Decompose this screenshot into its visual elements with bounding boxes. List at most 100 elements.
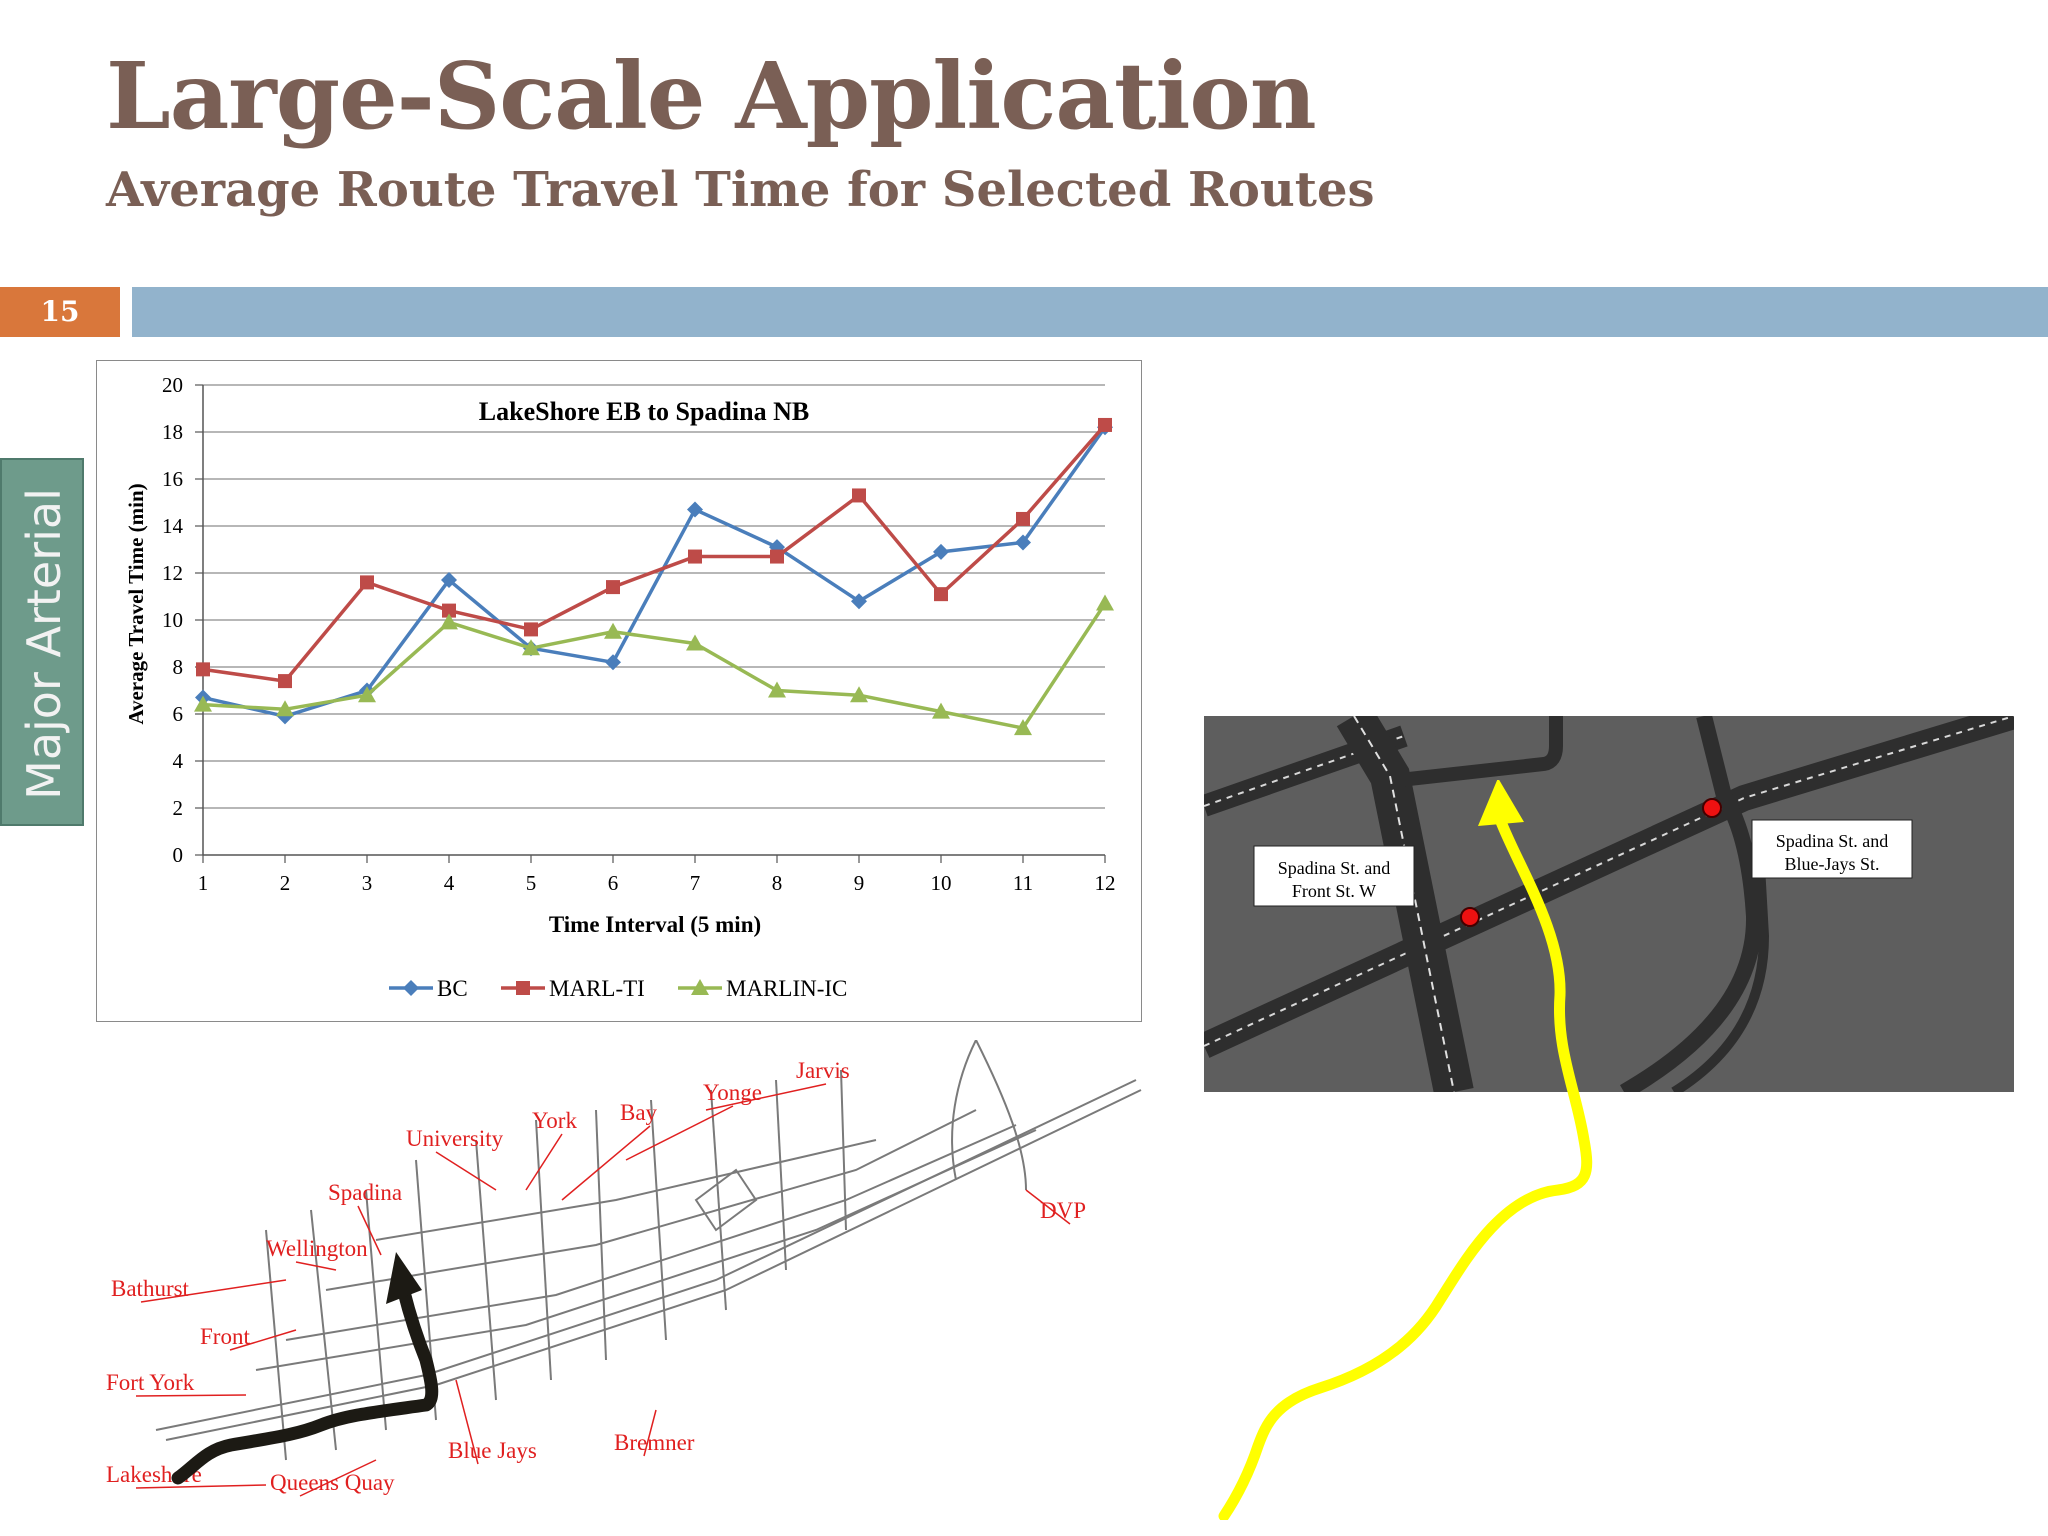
legend-label-marlin-ic: MARLIN-IC bbox=[726, 976, 847, 1001]
data-point-marl-ti bbox=[1098, 417, 1112, 432]
map-label-blue-jays: Blue Jays bbox=[448, 1438, 537, 1463]
data-point-marl-ti bbox=[196, 662, 210, 677]
y-tick-label: 2 bbox=[173, 796, 184, 820]
data-point-bc bbox=[769, 539, 785, 556]
data-point-marl-ti bbox=[852, 488, 866, 503]
map-road bbox=[375, 1139, 877, 1241]
chart-series bbox=[194, 417, 1114, 736]
legend-marker-bc bbox=[403, 980, 419, 996]
chart-frame: 0 2 4 6 8 10 12 14 16 18 20 1 2 3 4 5 6 7 8 9 10 11 12 LakeSho… bbox=[96, 360, 1142, 1022]
y-tick-label: 16 bbox=[162, 467, 183, 491]
map-road bbox=[775, 1079, 787, 1271]
data-point-marl-ti bbox=[770, 549, 784, 564]
map-label-york: York bbox=[532, 1108, 577, 1133]
map-road bbox=[650, 1099, 667, 1341]
map-road bbox=[255, 1129, 1037, 1371]
map-road bbox=[365, 1189, 387, 1431]
downtown-network-map: Jarvis Yonge Bay York University Spadina Welli… bbox=[106, 1040, 1142, 1497]
x-axis-label: Time Interval (5 min) bbox=[549, 912, 761, 937]
data-point-bc bbox=[851, 593, 867, 610]
y-tick-label: 4 bbox=[173, 749, 184, 773]
legend-marker-marlin-ic bbox=[691, 979, 709, 995]
route-arrow-yellow-layer bbox=[1218, 780, 1593, 1520]
map-label-pointer bbox=[455, 1379, 479, 1465]
y-tick-label: 0 bbox=[173, 843, 184, 867]
map-label-spadina: Spadina bbox=[328, 1180, 402, 1205]
chart-title: LakeShore EB to Spadina NB bbox=[479, 397, 809, 426]
data-point-marlin-ic bbox=[604, 622, 622, 639]
map-label-fort-york: Fort York bbox=[106, 1370, 195, 1395]
sim-label-front: Spadina St. and Front St. W bbox=[1253, 845, 1415, 907]
route-arrowhead-black bbox=[386, 1252, 422, 1304]
x-tick-label: 8 bbox=[772, 871, 783, 895]
data-point-marlin-ic bbox=[1014, 719, 1032, 736]
x-tick-label: 6 bbox=[608, 871, 619, 895]
data-point-bc bbox=[687, 501, 703, 518]
data-point-marl-ti bbox=[606, 580, 620, 595]
map-label-yonge: Yonge bbox=[703, 1080, 762, 1105]
sim-label-bluejays-line2: Blue-Jays St. bbox=[1784, 854, 1879, 874]
map-road bbox=[975, 1040, 1027, 1191]
sim-label-front-line2: Front St. W bbox=[1292, 881, 1376, 901]
y-tick-label: 10 bbox=[162, 608, 183, 632]
data-point-marl-ti bbox=[1016, 511, 1030, 526]
data-point-marlin-ic bbox=[686, 634, 704, 651]
x-tick-label: 11 bbox=[1013, 871, 1033, 895]
map-label-pointer bbox=[1025, 1189, 1071, 1225]
map-label-queens-quay: Queens Quay bbox=[270, 1470, 395, 1495]
series-line-marlin-ic bbox=[202, 602, 1107, 730]
sim-roads bbox=[1204, 716, 2014, 1092]
map-road bbox=[310, 1209, 337, 1451]
y-tick-label: 12 bbox=[162, 561, 183, 585]
map-road bbox=[840, 1069, 847, 1231]
side-label: Major Arterial bbox=[17, 488, 71, 800]
data-point-bc bbox=[933, 543, 949, 560]
map-road bbox=[325, 1109, 977, 1291]
map-label-wellington: Wellington bbox=[266, 1236, 368, 1261]
data-point-marlin-ic bbox=[768, 681, 786, 698]
x-tick-label: 12 bbox=[1095, 871, 1116, 895]
signal-bluejays-icon bbox=[1702, 798, 1722, 818]
data-point-marl-ti bbox=[278, 674, 292, 689]
data-point-marlin-ic bbox=[932, 702, 950, 719]
map-road bbox=[694, 1168, 758, 1232]
x-tick-label: 1 bbox=[198, 871, 209, 895]
data-point-marl-ti bbox=[524, 622, 538, 637]
x-tick-label: 10 bbox=[931, 871, 952, 895]
map-street-labels: Jarvis Yonge Bay York University Spadina Welli… bbox=[106, 1058, 1086, 1497]
map-road bbox=[285, 1124, 1017, 1341]
data-point-marlin-ic bbox=[358, 686, 376, 703]
map-label-pointer bbox=[299, 1459, 377, 1497]
data-point-marlin-ic bbox=[522, 639, 540, 656]
signal-front-icon bbox=[1460, 907, 1480, 927]
series-line-marl-ti bbox=[202, 423, 1107, 683]
data-point-marlin-ic bbox=[1096, 594, 1114, 611]
x-tick-label: 5 bbox=[526, 871, 537, 895]
data-point-marlin-ic bbox=[276, 700, 294, 717]
data-point-marl-ti bbox=[688, 549, 702, 564]
data-point-marl-ti bbox=[360, 575, 374, 590]
x-tick-label: 4 bbox=[444, 871, 455, 895]
map-label-pointer bbox=[561, 1125, 651, 1201]
map-label-bremner: Bremner bbox=[614, 1430, 695, 1455]
map-road bbox=[535, 1119, 552, 1381]
map-label-pointer bbox=[135, 1484, 267, 1489]
y-axis-label: Average Travel Time (min) bbox=[124, 483, 148, 724]
map-label-pointer bbox=[705, 1083, 827, 1111]
sim-label-bluejays: Spadina St. and Blue-Jays St. bbox=[1751, 819, 1913, 879]
map-label-pointer bbox=[295, 1261, 337, 1271]
map-road-network bbox=[155, 1040, 1142, 1461]
header-bar bbox=[132, 287, 2048, 337]
data-point-marlin-ic bbox=[850, 686, 868, 703]
series-line-bc bbox=[202, 426, 1107, 719]
x-tick-label: 2 bbox=[280, 871, 291, 895]
microsimulation-view: Spadina St. and Front St. W Spadina St. … bbox=[1204, 716, 2014, 1092]
data-point-marl-ti bbox=[934, 587, 948, 602]
data-point-marlin-ic bbox=[194, 695, 212, 712]
y-tick-label: 18 bbox=[162, 420, 183, 444]
map-label-bay: Bay bbox=[620, 1100, 658, 1125]
data-point-bc bbox=[605, 654, 621, 671]
side-label-box: Major Arterial bbox=[0, 458, 84, 826]
map-label-pointer bbox=[135, 1394, 247, 1397]
